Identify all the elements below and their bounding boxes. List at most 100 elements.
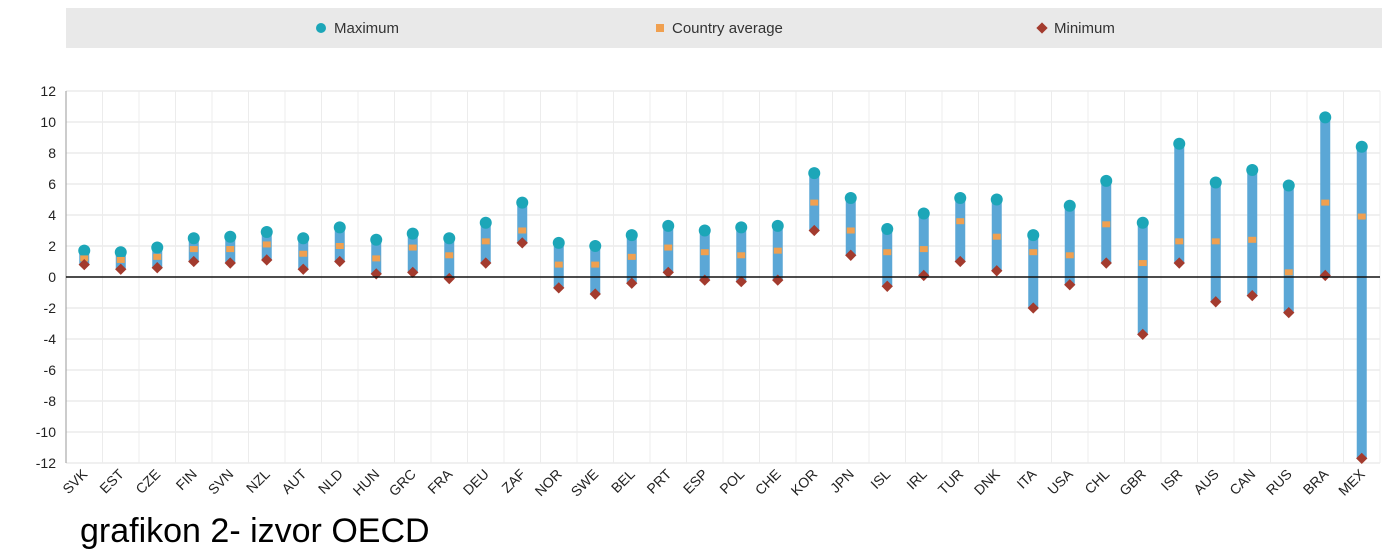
x-tick-label: KOR bbox=[788, 466, 821, 499]
minimum-point bbox=[1246, 289, 1258, 302]
minimum-point bbox=[553, 282, 565, 294]
range-bar bbox=[1137, 222, 1148, 335]
x-tick-label: SVK bbox=[59, 465, 91, 497]
range-bar bbox=[1356, 146, 1367, 459]
range-bar bbox=[845, 197, 856, 256]
y-tick-label: -2 bbox=[44, 300, 57, 316]
x-tick-label: CHL bbox=[1081, 466, 1112, 497]
minimum-point bbox=[1283, 306, 1295, 319]
minimum-point bbox=[1064, 279, 1076, 291]
range-bar bbox=[918, 213, 929, 276]
minimum-point bbox=[1027, 302, 1039, 314]
average-point bbox=[737, 252, 746, 259]
range-bar bbox=[882, 228, 893, 287]
minimum-point bbox=[297, 263, 309, 275]
minimum-point bbox=[443, 272, 455, 285]
x-tick-label: NLD bbox=[315, 466, 346, 497]
maximum-point bbox=[844, 191, 857, 204]
maximum-point bbox=[662, 219, 675, 232]
average-point bbox=[700, 249, 709, 256]
average-point bbox=[1321, 199, 1330, 206]
x-tick-label: BRA bbox=[1300, 465, 1332, 497]
average-point bbox=[992, 233, 1001, 240]
caption: grafikon 2- izvor OECD bbox=[80, 512, 430, 550]
y-axis: -12 -10 -8 -6 -4 -2 0 2 4 6 8 10 12 bbox=[36, 83, 67, 471]
average-point bbox=[1357, 213, 1366, 220]
diamond-marker-icon bbox=[1036, 22, 1048, 34]
average-point bbox=[445, 252, 454, 259]
maximum-point bbox=[735, 221, 748, 234]
x-tick-label: USA bbox=[1044, 465, 1076, 497]
square-marker-icon bbox=[656, 24, 664, 32]
average-point bbox=[1248, 236, 1257, 243]
maximum-point bbox=[1100, 174, 1113, 187]
x-tick-label: JPN bbox=[827, 466, 857, 496]
minimum-point bbox=[151, 262, 163, 274]
average-point bbox=[591, 261, 600, 268]
maximum-point bbox=[771, 219, 784, 232]
y-tick-label: 8 bbox=[48, 145, 56, 161]
average-point bbox=[262, 241, 271, 248]
average-point bbox=[116, 256, 125, 263]
average-point bbox=[80, 255, 89, 262]
minimum-point bbox=[1210, 296, 1222, 308]
minimum-point bbox=[735, 275, 747, 288]
minimum-point bbox=[261, 254, 273, 266]
minimum-point bbox=[188, 255, 200, 268]
maximum-point bbox=[114, 246, 127, 259]
range-bar bbox=[517, 202, 528, 243]
x-tick-label: DNK bbox=[971, 465, 1004, 498]
average-point bbox=[773, 247, 782, 254]
x-tick-label: SVN bbox=[205, 466, 237, 498]
maximum-point bbox=[1282, 179, 1295, 192]
average-point bbox=[335, 243, 344, 249]
range-bar bbox=[699, 230, 710, 281]
minimum-point bbox=[881, 280, 893, 292]
x-tick-label: FIN bbox=[173, 466, 200, 493]
minimum-point bbox=[516, 237, 528, 249]
x-tick-label: FRA bbox=[424, 465, 456, 497]
average-point bbox=[554, 261, 563, 268]
minimum-point bbox=[1137, 328, 1149, 341]
x-tick-label: CAN bbox=[1226, 466, 1258, 498]
legend-item-country-average: Country average bbox=[656, 8, 783, 48]
maximum-point bbox=[1063, 199, 1076, 212]
maximum-point bbox=[1319, 111, 1332, 124]
maximum-point bbox=[333, 221, 346, 234]
average-point bbox=[1138, 260, 1147, 267]
maximum-point bbox=[151, 241, 164, 254]
circle-marker-icon bbox=[316, 23, 326, 33]
maximum-point bbox=[1027, 229, 1040, 242]
range-bar bbox=[1247, 170, 1258, 296]
maximum-point bbox=[187, 232, 200, 245]
maximum-point bbox=[954, 191, 967, 204]
maximum-point bbox=[78, 244, 91, 257]
maximum-point bbox=[224, 230, 237, 243]
legend-label-minimum: Minimum bbox=[1054, 19, 1115, 37]
x-tick-label: DEU bbox=[460, 466, 492, 498]
average-point bbox=[1211, 238, 1220, 245]
minimum-point bbox=[626, 277, 638, 289]
x-tick-label: ISL bbox=[867, 466, 893, 492]
minimum-point bbox=[1356, 452, 1368, 465]
x-tick-label: PRT bbox=[643, 465, 674, 496]
average-point bbox=[1175, 238, 1184, 245]
range-bar bbox=[1028, 235, 1039, 308]
x-tick-label: CZE bbox=[132, 466, 163, 497]
maximum-point bbox=[808, 167, 821, 180]
y-tick-label: 4 bbox=[48, 207, 56, 223]
y-tick-label: 0 bbox=[48, 269, 56, 285]
maximum-point bbox=[625, 229, 638, 242]
x-tick-label: ESP bbox=[680, 466, 711, 497]
x-tick-label: MEX bbox=[1335, 465, 1368, 498]
maximum-point bbox=[297, 232, 310, 245]
average-point bbox=[226, 246, 235, 253]
maximum-point bbox=[1136, 216, 1149, 229]
minimum-point bbox=[918, 269, 930, 282]
maximum-point bbox=[881, 222, 894, 235]
average-point bbox=[1029, 249, 1038, 256]
x-tick-label: SWE bbox=[568, 466, 602, 500]
average-point bbox=[810, 199, 819, 206]
minimum-point bbox=[954, 255, 966, 268]
minimum-point bbox=[1319, 269, 1331, 282]
